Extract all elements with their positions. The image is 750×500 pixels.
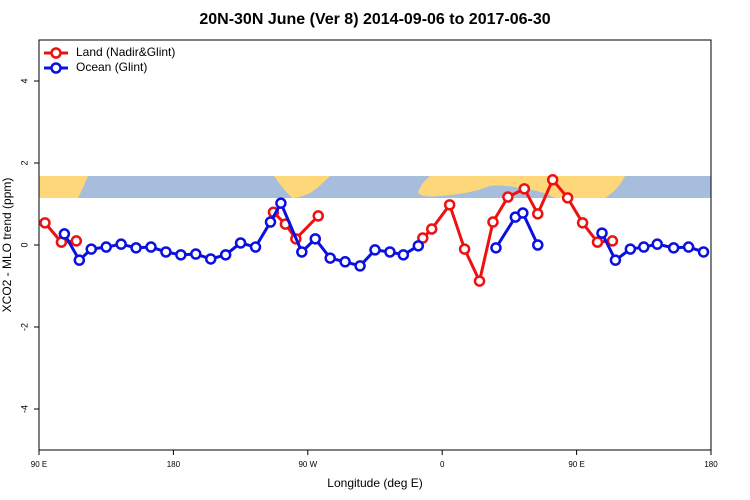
series-point [596, 227, 608, 239]
map-band [39, 176, 711, 198]
series-point [309, 233, 322, 245]
series-point [609, 254, 622, 266]
series-point [175, 249, 187, 261]
series-point [39, 217, 51, 229]
series-point [145, 241, 157, 253]
series-point [546, 174, 559, 186]
series-point [339, 256, 351, 268]
series-point [606, 235, 619, 247]
series-point [487, 216, 499, 228]
y-tick-label: -4 [19, 405, 29, 413]
series-point [682, 241, 695, 253]
series-point [397, 249, 410, 261]
y-tick-label: 0 [19, 242, 29, 247]
series-point [473, 275, 486, 287]
series-point [638, 241, 650, 253]
x-tick-label: 90 W [298, 460, 317, 469]
series-point [160, 246, 172, 258]
series-point [85, 243, 98, 255]
series-point [100, 241, 112, 253]
series-point [697, 246, 710, 258]
x-tick-label: 90 E [31, 460, 47, 469]
series-point [576, 217, 589, 229]
x-tick-label: 0 [440, 460, 445, 469]
series-point [561, 192, 574, 204]
series-point [443, 199, 456, 211]
series-point [130, 242, 142, 254]
y-tick-label: 2 [19, 160, 29, 165]
series-point [234, 237, 247, 249]
series-point [204, 253, 217, 265]
y-axis-label: XCO2 - MLO trend (ppm) [0, 178, 14, 313]
legend-label: Ocean (Glint) [76, 60, 147, 74]
series-point [354, 260, 366, 272]
series-point [369, 244, 381, 256]
series-point [502, 191, 514, 203]
series-point [384, 246, 396, 258]
series-point [190, 248, 202, 260]
x-tick-label: 180 [704, 460, 718, 469]
series-point [517, 207, 529, 219]
series-point [624, 243, 637, 255]
y-tick-label: -2 [19, 323, 29, 331]
series-point [532, 208, 544, 220]
series-point [296, 246, 308, 258]
legend-marker [50, 47, 62, 59]
series-point [425, 223, 438, 235]
series-point [667, 242, 680, 254]
series-point [219, 249, 232, 261]
series-point [264, 216, 277, 228]
series-point [312, 210, 325, 222]
series-point [275, 197, 287, 209]
series-point [115, 238, 127, 250]
series-point [532, 239, 544, 251]
series-point [458, 243, 471, 255]
series-point [651, 238, 663, 250]
series-line [63, 199, 705, 268]
series-point [412, 240, 425, 252]
chart-title: 20N-30N June (Ver 8) 2014-09-06 to 2017-… [199, 11, 550, 28]
y-tick-label: 4 [19, 78, 29, 83]
series-point [70, 235, 83, 247]
series-point [591, 236, 604, 248]
legend-marker [50, 62, 62, 74]
x-tick-label: 90 E [568, 460, 584, 469]
series-point [324, 252, 336, 264]
x-axis-label: Longitude (deg E) [327, 476, 422, 490]
series-point [249, 241, 262, 253]
series-point [490, 242, 502, 254]
series-point [518, 183, 531, 195]
legend-label: Land (Nadir&Glint) [76, 45, 175, 59]
x-tick-label: 180 [167, 460, 181, 469]
series-point [58, 228, 71, 240]
series-point [73, 254, 86, 266]
